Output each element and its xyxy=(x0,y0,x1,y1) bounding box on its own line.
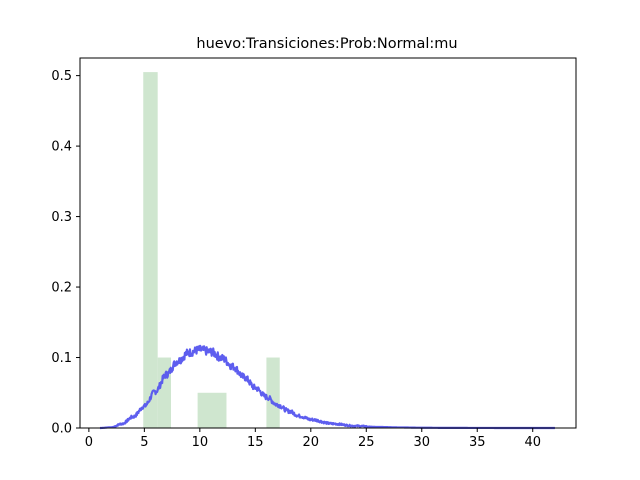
x-tick-label: 10 xyxy=(192,435,209,450)
x-tick-label: 25 xyxy=(358,435,375,450)
histogram-bar-0 xyxy=(143,72,158,428)
y-tick-label: 0.4 xyxy=(51,140,72,155)
axes: 0 5 10 15 20 25 30 35 40 0.0 0.1 0.2 0.3 0.4 0.5 xyxy=(51,57,577,450)
y-tick-label: 0.0 xyxy=(51,422,72,437)
plot-frame xyxy=(79,57,577,429)
x-tick-label: 5 xyxy=(140,435,148,450)
histogram-bars xyxy=(143,72,280,428)
y-tick-label: 0.2 xyxy=(51,281,72,296)
x-tick-label: 40 xyxy=(524,435,541,450)
y-tick-label: 0.5 xyxy=(51,69,72,84)
x-tick-label: 15 xyxy=(247,435,264,450)
x-tick-label: 20 xyxy=(303,435,320,450)
x-tick-label: 30 xyxy=(413,435,430,450)
histogram-bar-2 xyxy=(197,392,227,428)
y-tick-label: 0.3 xyxy=(51,210,72,225)
histogram-bar-1 xyxy=(157,357,171,428)
chart-title: huevo:Transiciones:Prob:Normal:mu xyxy=(196,36,457,52)
x-tick-label: 35 xyxy=(469,435,486,450)
histogram-bar-3 xyxy=(266,357,280,428)
y-tick-label: 0.1 xyxy=(51,351,72,366)
x-tick-label: 0 xyxy=(85,435,93,450)
